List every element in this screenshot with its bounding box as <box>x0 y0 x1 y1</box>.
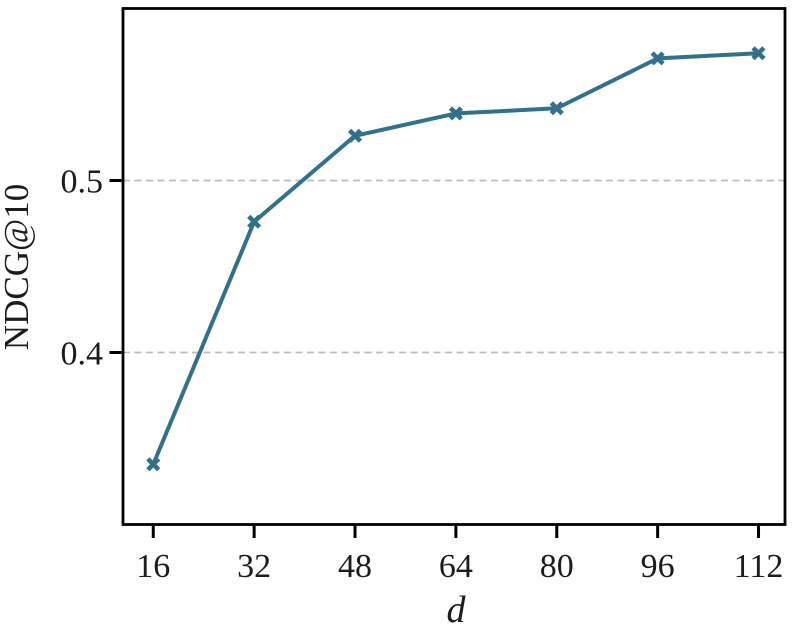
series-layer <box>146 46 766 472</box>
data-point-marker <box>347 128 363 143</box>
y-tick-label: 0.5 <box>61 164 104 201</box>
x-tick-label: 112 <box>734 548 784 585</box>
x-tick-label: 80 <box>540 548 574 585</box>
y-tick-label: 0.4 <box>61 336 104 373</box>
data-point-marker <box>751 46 766 61</box>
x-tick-label: 48 <box>338 548 372 585</box>
y-axis-label: NDCG@10 <box>0 184 36 350</box>
x-tick-label: 32 <box>237 548 271 585</box>
plot-border <box>121 7 787 526</box>
grid-layer <box>123 179 785 354</box>
axes-layer: 16 32 48 64 80 96 112 0.4 0.5 <box>61 7 787 585</box>
data-point-marker <box>247 214 262 229</box>
x-tick-label: 96 <box>641 548 675 585</box>
data-point-marker <box>448 106 463 121</box>
x-axis-label: d <box>447 589 467 631</box>
x-tick-label: 64 <box>439 548 473 585</box>
data-point-marker <box>549 101 564 116</box>
data-point-marker <box>650 51 665 66</box>
data-point-marker <box>146 457 161 472</box>
x-tick-label: 16 <box>136 548 170 585</box>
